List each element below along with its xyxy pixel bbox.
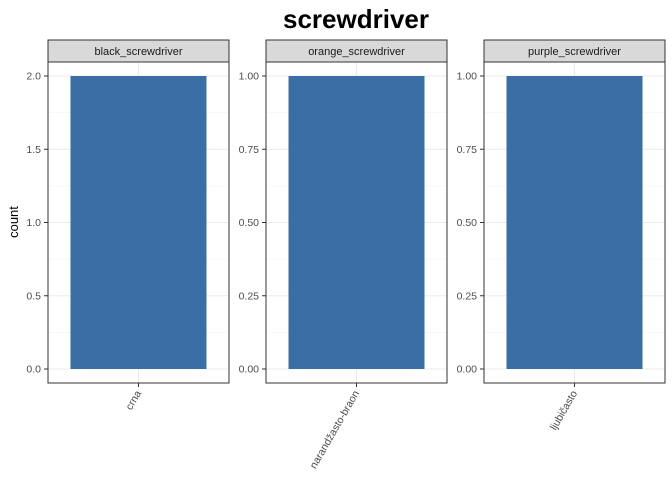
bar	[288, 76, 425, 369]
facet-strip-label: black_screwdriver	[94, 46, 182, 58]
y-tick-label: 0.25	[457, 290, 478, 302]
chart-title: screwdriver	[283, 4, 429, 34]
facet-panel: purple_screwdriver ljubičasto 0.00 0.25 0.50…	[457, 39, 666, 432]
y-tick-label: 0.50	[457, 217, 478, 229]
y-tick-label: 1.5	[26, 144, 41, 156]
x-tick-label: narandžasto-braon	[308, 388, 363, 470]
panel-border	[265, 61, 448, 384]
y-tick-label: 0.50	[239, 217, 260, 229]
y-tick-label: 0.75	[457, 144, 478, 156]
y-tick-label: 1.00	[239, 71, 260, 83]
facet-strip-label: orange_screwdriver	[308, 46, 405, 58]
bar	[506, 76, 643, 369]
facet-strip-label: purple_screwdriver	[528, 46, 621, 58]
y-tick-label: 0.25	[239, 290, 260, 302]
y-tick-label: 1.00	[457, 71, 478, 83]
y-tick-label: 2.0	[26, 71, 41, 83]
bar	[70, 76, 207, 369]
y-tick-label: 0.5	[26, 290, 41, 302]
y-tick-label: 0.00	[239, 364, 260, 376]
y-tick-label: 0.00	[457, 364, 478, 376]
x-tick-label: crna	[123, 388, 144, 412]
y-tick-label: 1.0	[26, 217, 41, 229]
panel-border	[47, 61, 230, 384]
y-axis-title: count	[6, 206, 21, 238]
facet-panel: orange_screwdriver narandžasto-braon 0.00 0…	[239, 39, 448, 471]
panel-border	[483, 61, 666, 384]
x-tick-label: ljubičasto	[548, 388, 580, 432]
y-tick-label: 0.0	[26, 364, 41, 376]
y-tick-label: 0.75	[239, 144, 260, 156]
